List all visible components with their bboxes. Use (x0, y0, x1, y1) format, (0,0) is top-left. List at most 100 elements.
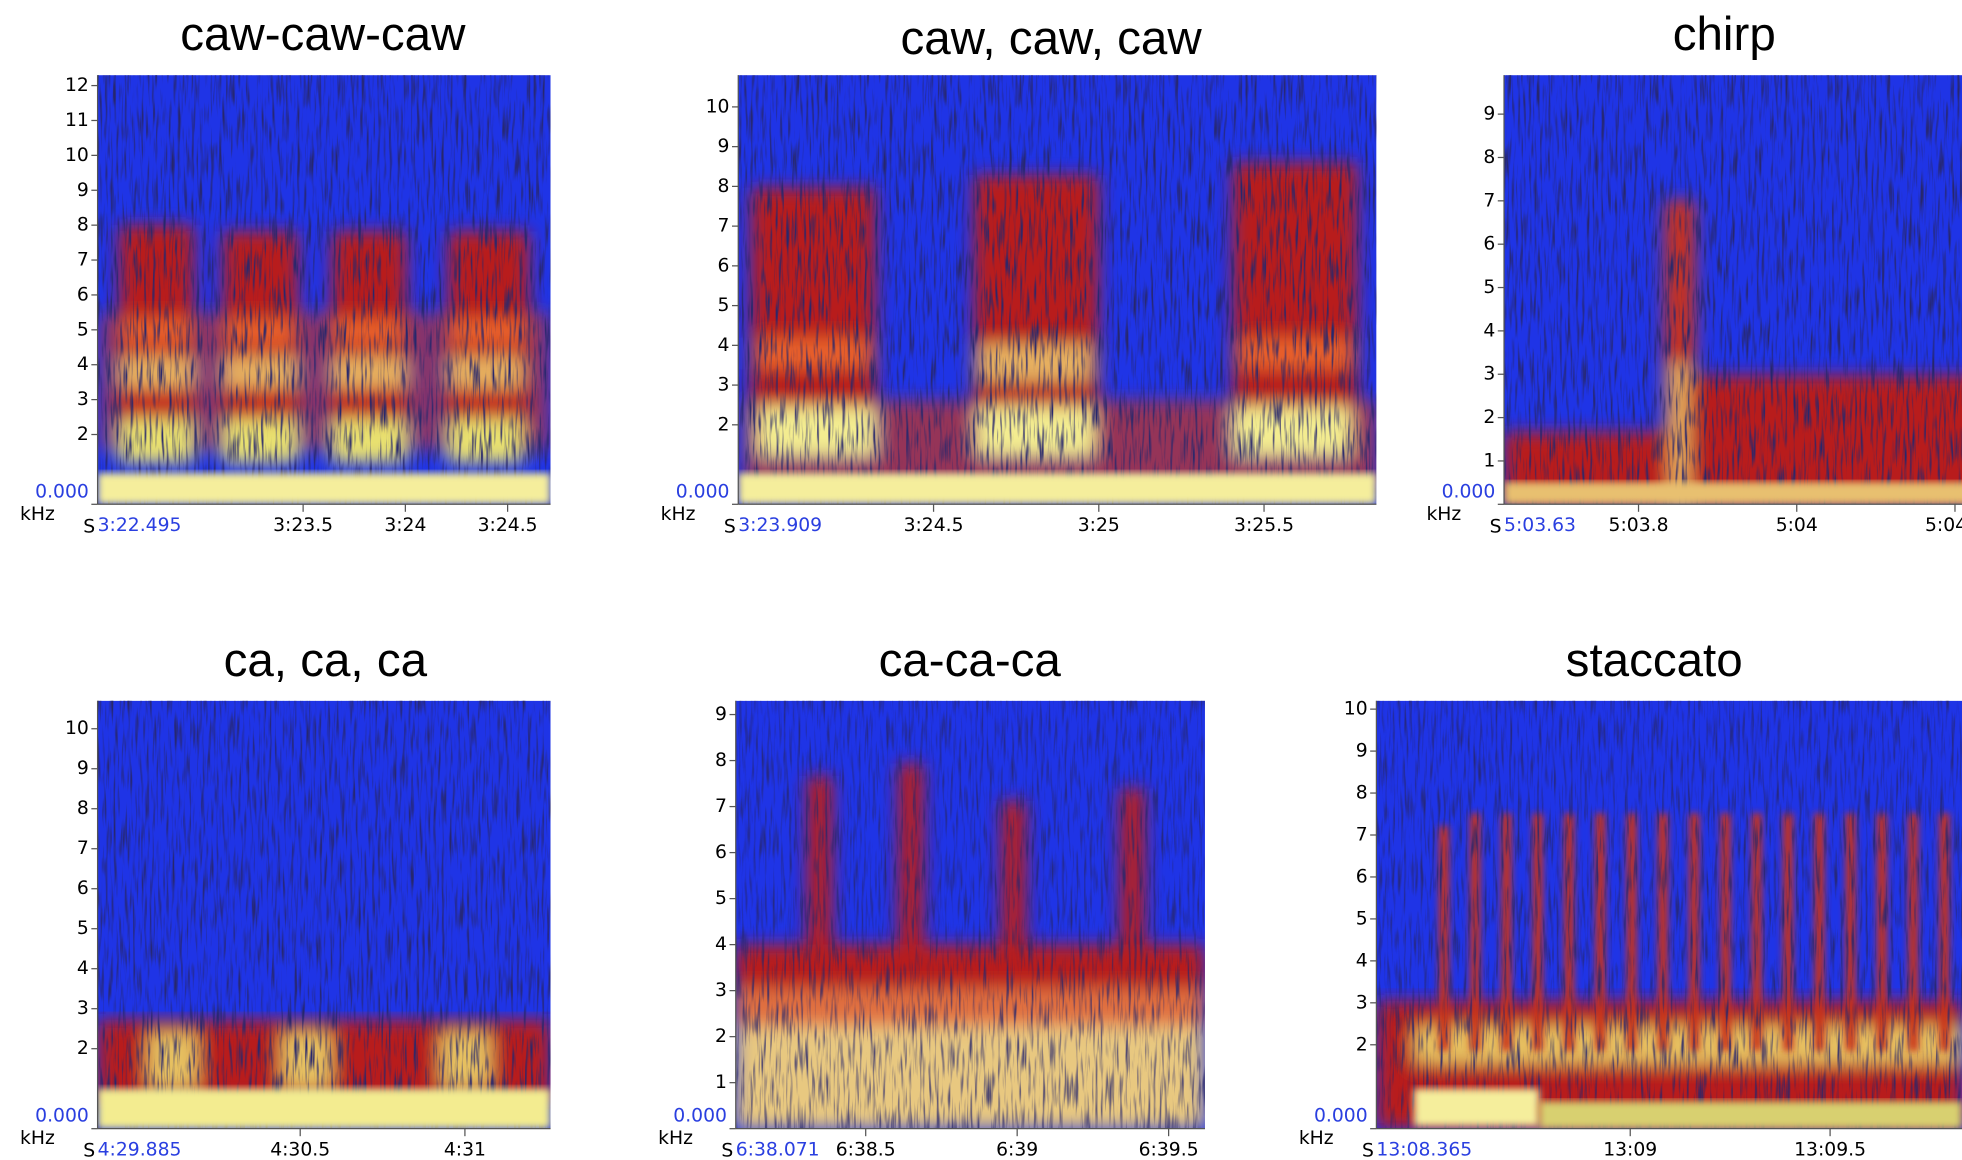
x-tick-label: 5:03.8 (1609, 515, 1669, 536)
y-tick-label: 8 (718, 176, 730, 197)
y-tick-label: 0.000 (1314, 1106, 1368, 1127)
y-tick-label: 3 (77, 998, 89, 1019)
x-tick-label: 6:39.5 (1139, 1139, 1199, 1160)
x-tick-label: 3:24.5 (904, 515, 964, 536)
x-start-label: 6:38.071 (736, 1139, 820, 1160)
y-tick-label: 4 (1483, 320, 1495, 341)
y-tick-label: 2 (1483, 407, 1495, 428)
y-tick-label: 6 (77, 878, 89, 899)
x-tick-label: 3:25.5 (1234, 515, 1294, 536)
y-unit: kHz (1299, 1128, 1334, 1149)
y-tick-label: 6 (715, 842, 727, 863)
x-start-label: 3:22.495 (98, 515, 182, 536)
x-tick-label: 4:30.5 (270, 1139, 330, 1160)
panel-title: ca, ca, ca (224, 634, 428, 687)
y-tick-label: 11 (65, 110, 89, 131)
x-prefix: S (721, 1141, 733, 1160)
x-tick-label: 6:39 (996, 1139, 1038, 1160)
y-tick-label: 3 (1356, 992, 1368, 1013)
y-tick-label: 8 (77, 215, 89, 236)
x-tick-label: 5:04 (1776, 515, 1818, 536)
y-tick-label: 3 (1483, 364, 1495, 385)
y-tick-label: 4 (77, 354, 89, 375)
spectrogram-image (97, 75, 551, 505)
x-tick-label: 3:24 (384, 515, 426, 536)
y-tick-label: 5 (715, 888, 727, 909)
panel-title: chirp (1673, 8, 1776, 61)
y-tick-label: 0.000 (35, 481, 89, 502)
x-tick-label: 3:24.5 (478, 515, 538, 536)
y-tick-label: 5 (77, 319, 89, 340)
y-tick-label: 7 (77, 838, 89, 859)
y-tick-label: 7 (718, 216, 730, 237)
x-prefix: S (1362, 1141, 1374, 1160)
y-tick-label: 4 (718, 335, 730, 356)
y-tick-label: 3 (715, 980, 727, 1001)
y-tick-label: 1 (1483, 450, 1495, 471)
y-tick-label: 0.000 (1442, 481, 1496, 502)
panel-title: staccato (1566, 634, 1743, 687)
y-tick-label: 9 (715, 704, 727, 725)
y-tick-label: 7 (1483, 190, 1495, 211)
y-tick-label: 9 (77, 758, 89, 779)
y-tick-label: 2 (1356, 1034, 1368, 1055)
y-tick-label: 2 (715, 1026, 727, 1047)
x-tick-label: 5:04.2 (1925, 515, 1962, 536)
x-start-label: 4:29.885 (98, 1139, 182, 1160)
spectrogram-image (738, 75, 1377, 505)
x-tick-label: 3:25 (1078, 515, 1120, 536)
x-tick-label: 13:09.5 (1794, 1139, 1866, 1160)
spectrogram-image (97, 700, 551, 1129)
x-tick-label: 3:23.5 (273, 515, 333, 536)
panel-title: caw-caw-caw (180, 8, 466, 61)
x-start-label: 3:23.909 (738, 515, 822, 536)
x-tick-label: 6:38.5 (836, 1139, 896, 1160)
y-tick-label: 12 (65, 75, 89, 96)
y-tick-label: 2 (77, 424, 89, 445)
panel-title: ca-ca-ca (879, 634, 1062, 687)
y-tick-label: 9 (1356, 741, 1368, 762)
y-tick-label: 10 (1344, 699, 1368, 720)
x-prefix: S (83, 516, 95, 537)
y-tick-label: 10 (706, 96, 730, 117)
y-tick-label: 7 (715, 796, 727, 817)
x-tick-label: 4:31 (444, 1139, 486, 1160)
y-tick-label: 9 (718, 136, 730, 157)
y-tick-label: 9 (77, 180, 89, 201)
y-tick-label: 8 (715, 750, 727, 771)
y-tick-label: 5 (1356, 908, 1368, 929)
y-tick-label: 1 (715, 1072, 727, 1093)
x-prefix: S (1490, 516, 1502, 537)
y-tick-label: 8 (77, 798, 89, 819)
y-unit: kHz (1426, 504, 1461, 525)
y-tick-label: 0.000 (35, 1106, 89, 1127)
y-tick-label: 9 (1483, 104, 1495, 125)
y-unit: kHz (20, 1128, 55, 1149)
y-tick-label: 5 (718, 295, 730, 316)
spectrogram-image (1504, 75, 1962, 505)
y-tick-label: 3 (718, 375, 730, 396)
y-unit: kHz (20, 504, 55, 525)
y-tick-label: 5 (77, 918, 89, 939)
y-tick-label: 7 (1356, 825, 1368, 846)
y-tick-label: 6 (1483, 234, 1495, 255)
x-prefix: S (83, 1141, 95, 1160)
y-tick-label: 2 (718, 414, 730, 435)
x-start-label: 5:03.63 (1504, 515, 1576, 536)
spectrogram-image (1376, 700, 1962, 1129)
y-tick-label: 4 (715, 934, 727, 955)
y-tick-label: 5 (1483, 277, 1495, 298)
panel-title: caw, caw, caw (900, 12, 1202, 65)
y-unit: kHz (658, 1128, 693, 1149)
y-tick-label: 4 (77, 958, 89, 979)
y-tick-label: 0.000 (676, 481, 730, 502)
y-tick-label: 6 (718, 255, 730, 276)
y-tick-label: 10 (65, 145, 89, 166)
x-tick-label: 13:09 (1603, 1139, 1657, 1160)
y-tick-label: 6 (1356, 866, 1368, 887)
x-prefix: S (724, 516, 736, 537)
spectrogram-image (735, 700, 1205, 1129)
y-tick-label: 2 (77, 1038, 89, 1059)
y-unit: kHz (661, 504, 696, 525)
